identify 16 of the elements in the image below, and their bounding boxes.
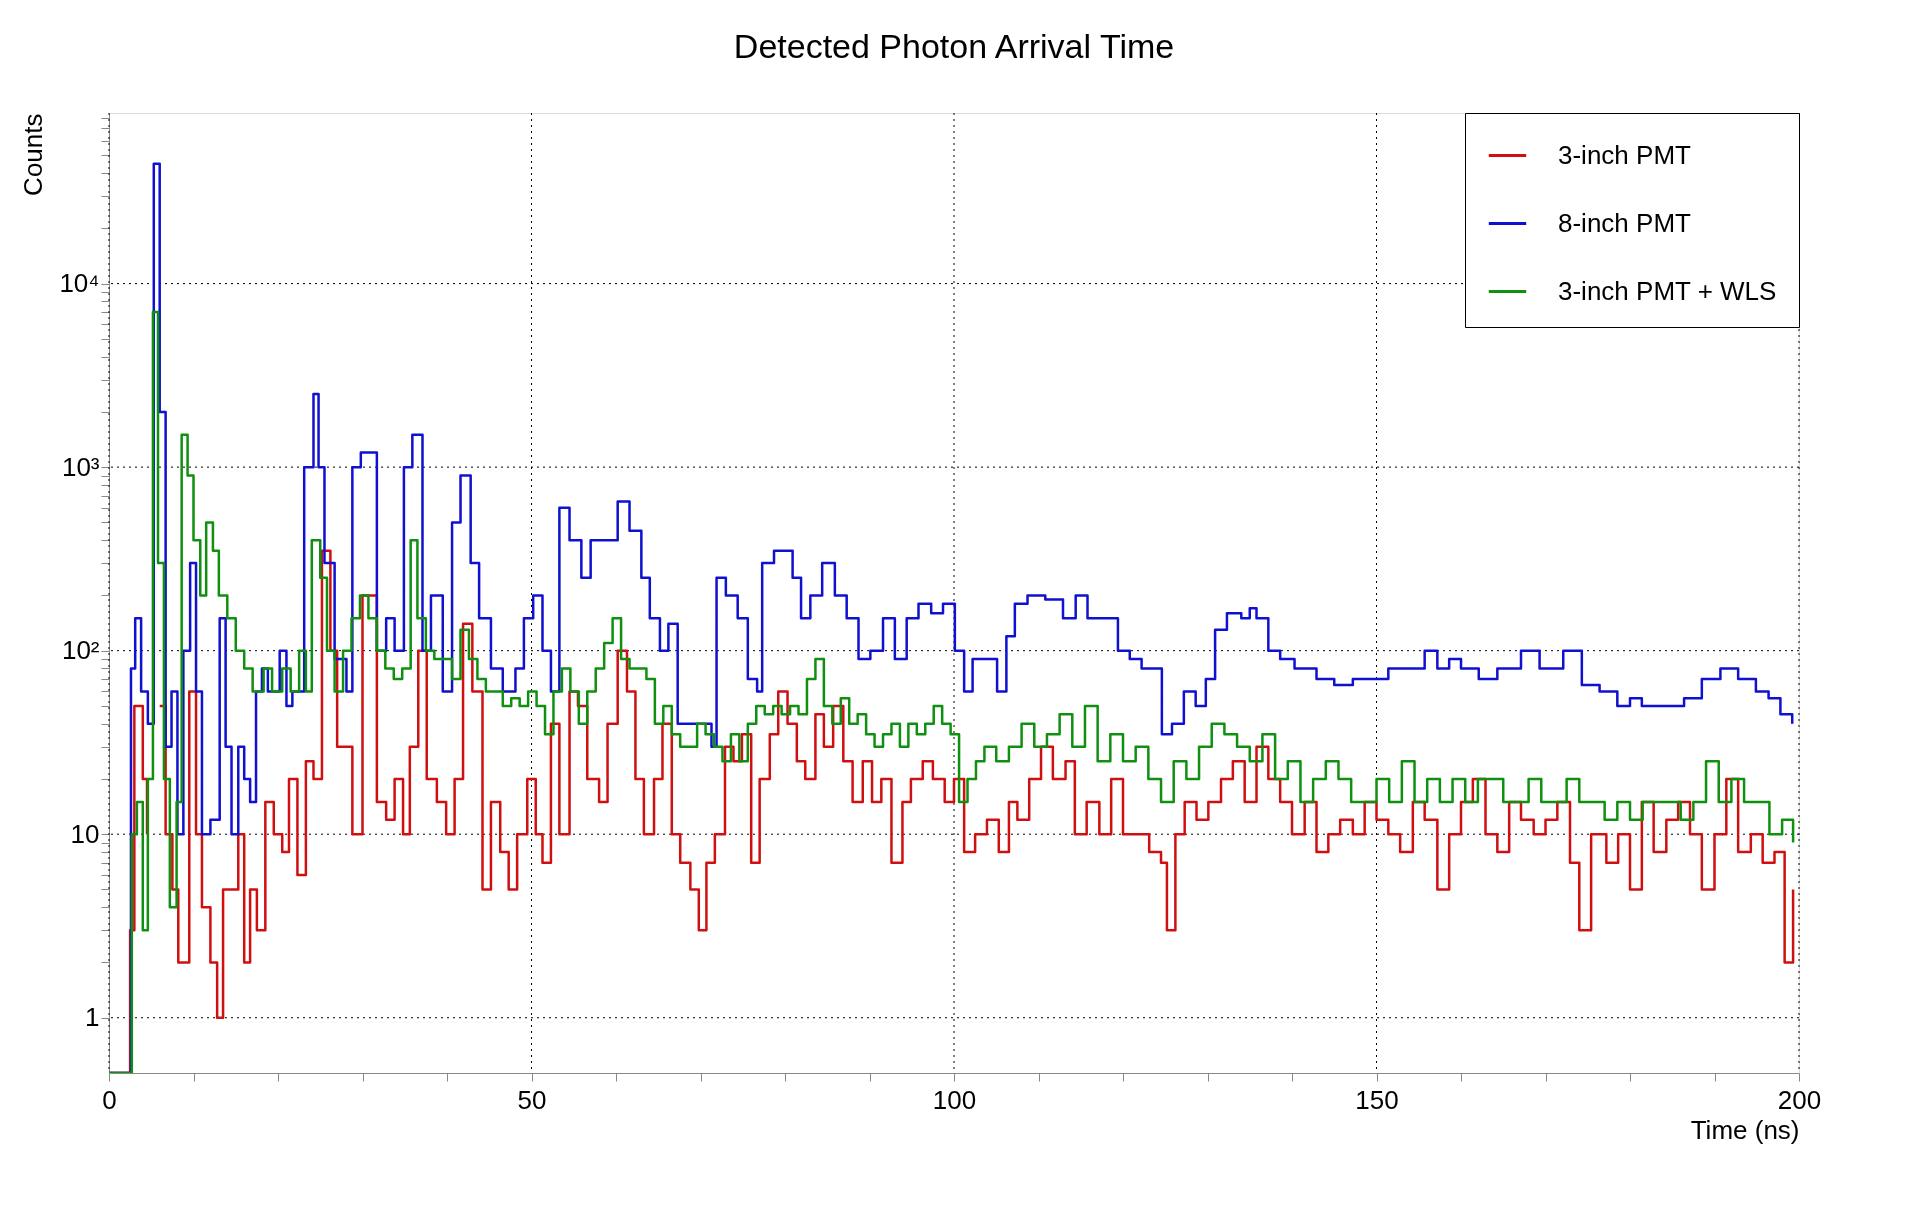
x-tick-label: 100 [932, 1084, 977, 1115]
y-axis-title: Counts [18, 113, 49, 196]
legend-label: 3-inch PMT [1558, 139, 1692, 170]
chart-title: Detected Photon Arrival Time [733, 26, 1175, 65]
legend-label: 3-inch PMT + WLS [1558, 275, 1777, 306]
y-tick-label: 10³ [61, 451, 100, 482]
x-tick-label: 50 [517, 1084, 547, 1115]
legend-label: 8-inch PMT [1558, 207, 1692, 238]
x-axis-title: Time (ns) [1690, 1114, 1800, 1145]
y-tick-label: 10⁴ [59, 268, 100, 299]
x-tick-label: 150 [1355, 1084, 1399, 1115]
y-tick-label: 10² [61, 635, 100, 666]
y-tick-label: 1 [85, 1002, 100, 1033]
x-tick-label: 200 [1777, 1084, 1822, 1115]
y-tick-label: 10 [70, 818, 100, 849]
x-tick-label: 0 [102, 1084, 117, 1115]
